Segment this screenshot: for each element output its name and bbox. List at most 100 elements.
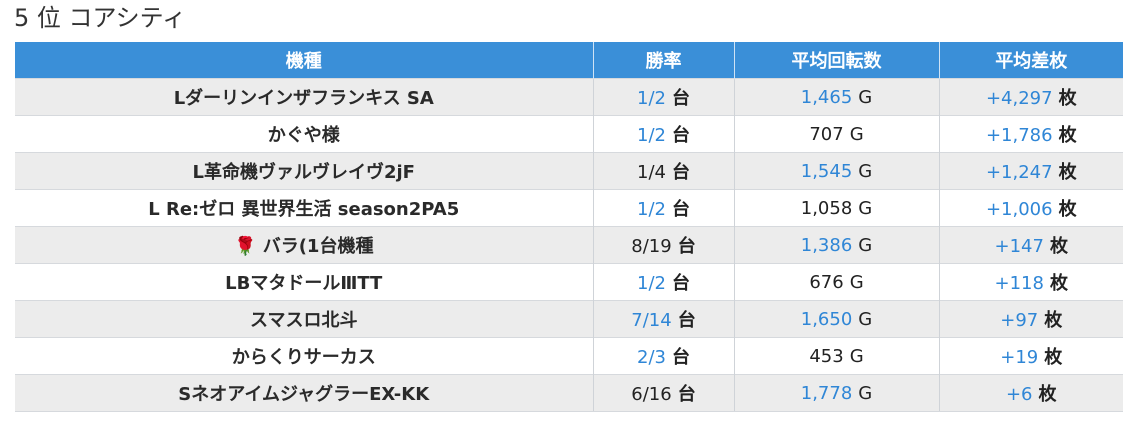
table-row: L革命機ヴァルヴレイヴ2jF 1/4 台 1,545 G +1,247 枚 [15,152,1123,190]
avg-diff-link[interactable]: +147 [994,236,1044,257]
machine-name: かぐや様 [15,115,594,153]
unit-label: G [858,308,873,330]
win-rate-value: 6/16 [631,384,672,405]
machine-name: 🌹 バラ(1台機種 [15,226,594,264]
avg-diff-link[interactable]: +1,786 [985,125,1053,146]
machine-name: LBマタドールⅢTT [15,263,594,301]
table-body: Lダーリンインザフランキス SA 1/2 台 1,465 G +4,297 枚かぐや様 1/2… [15,78,1123,412]
unit-label: 枚 [1038,384,1057,405]
unit-label: G [849,345,864,367]
unit-label: 枚 [1044,347,1063,368]
win-rate-cell: 2/3 台 [593,337,735,375]
page-title: 5 位 コアシティ [14,4,187,32]
ranking-table: 機種 勝率 平均回転数 平均差枚 Lダーリンインザフランキス SA 1/2 台 1,4… [15,42,1123,412]
avg-spins-link[interactable]: 1,386 [800,234,853,256]
avg-diff-cell: +1,247 枚 [939,152,1123,190]
win-rate-cell: 1/2 台 [593,115,735,153]
unit-label: 枚 [1058,199,1077,220]
column-header-win-rate: 勝率 [593,42,735,79]
avg-diff-cell: +4,297 枚 [939,78,1123,116]
avg-diff-cell: +97 枚 [939,300,1123,338]
avg-spins-value: 1,058 [800,197,853,219]
avg-diff-link[interactable]: +19 [1000,347,1039,368]
win-rate-cell: 1/2 台 [593,78,735,116]
win-rate-link[interactable]: 1/2 [637,88,666,109]
avg-diff-link[interactable]: +118 [994,273,1044,294]
machine-name: からくりサーカス [15,337,594,375]
avg-spins-link[interactable]: 1,545 [800,160,853,182]
unit-label: 枚 [1058,88,1077,109]
win-rate-link[interactable]: 1/2 [637,199,666,220]
avg-diff-link[interactable]: +6 [1005,384,1033,405]
avg-spins-cell: 707 G [734,115,940,153]
win-rate-value: 1/4 [637,162,666,183]
avg-spins-cell: 1,386 G [734,226,940,264]
win-rate-link[interactable]: 1/2 [637,125,666,146]
unit-label: 台 [677,384,696,405]
avg-spins-link[interactable]: 1,650 [800,308,853,330]
table-header-row: 機種 勝率 平均回転数 平均差枚 [15,42,1123,79]
machine-name: スマスロ北斗 [15,300,594,338]
machine-name: SネオアイムジャグラーEX-KK [15,374,594,412]
unit-label: 枚 [1044,310,1063,331]
table-row: SネオアイムジャグラーEX-KK 6/16 台 1,778 G +6 枚 [15,374,1123,412]
table-row: L Re:ゼロ 異世界生活 season2PA5 1/2 台 1,058 G +1,006… [15,189,1123,227]
unit-label: G [849,271,864,293]
avg-spins-value: 707 [809,123,844,145]
unit-label: 台 [677,310,696,331]
unit-label: G [858,234,873,256]
unit-label: 台 [671,88,690,109]
column-header-avg-spins: 平均回転数 [734,42,940,79]
unit-label: G [858,160,873,182]
avg-spins-cell: 1,778 G [734,374,940,412]
win-rate-value: 8/19 [631,236,672,257]
column-header-avg-diff: 平均差枚 [939,42,1123,79]
avg-spins-cell: 1,465 G [734,78,940,116]
win-rate-cell: 7/14 台 [593,300,735,338]
unit-label: 台 [671,273,690,294]
avg-diff-cell: +6 枚 [939,374,1123,412]
unit-label: 枚 [1058,125,1077,146]
avg-diff-link[interactable]: +97 [1000,310,1039,331]
unit-label: 枚 [1049,236,1068,257]
avg-spins-cell: 676 G [734,263,940,301]
unit-label: 台 [671,125,690,146]
table-row: 🌹 バラ(1台機種 8/19 台 1,386 G +147 枚 [15,226,1123,264]
win-rate-link[interactable]: 1/2 [637,273,666,294]
avg-spins-value: 676 [809,271,844,293]
win-rate-cell: 1/4 台 [593,152,735,190]
win-rate-cell: 1/2 台 [593,263,735,301]
table-row: かぐや様 1/2 台 707 G +1,786 枚 [15,115,1123,153]
machine-name: L Re:ゼロ 異世界生活 season2PA5 [15,189,594,227]
table-row: LBマタドールⅢTT 1/2 台 676 G +118 枚 [15,263,1123,301]
avg-diff-link[interactable]: +4,297 [985,88,1053,109]
avg-spins-cell: 1,058 G [734,189,940,227]
table-row: からくりサーカス 2/3 台 453 G +19 枚 [15,337,1123,375]
avg-diff-cell: +118 枚 [939,263,1123,301]
avg-diff-cell: +1,786 枚 [939,115,1123,153]
unit-label: G [849,123,864,145]
unit-label: 台 [671,199,690,220]
win-rate-link[interactable]: 7/14 [631,310,672,331]
unit-label: 枚 [1049,273,1068,294]
unit-label: 台 [677,236,696,257]
avg-spins-link[interactable]: 1,778 [800,382,853,404]
column-header-model: 機種 [15,42,594,79]
avg-spins-cell: 1,650 G [734,300,940,338]
win-rate-link[interactable]: 2/3 [637,347,666,368]
avg-spins-cell: 1,545 G [734,152,940,190]
avg-spins-cell: 453 G [734,337,940,375]
win-rate-cell: 6/16 台 [593,374,735,412]
avg-diff-cell: +19 枚 [939,337,1123,375]
win-rate-cell: 8/19 台 [593,226,735,264]
table-row: Lダーリンインザフランキス SA 1/2 台 1,465 G +4,297 枚 [15,78,1123,116]
avg-diff-link[interactable]: +1,006 [985,199,1053,220]
avg-diff-link[interactable]: +1,247 [985,162,1053,183]
avg-spins-value: 453 [809,345,844,367]
machine-name: Lダーリンインザフランキス SA [15,78,594,116]
avg-spins-link[interactable]: 1,465 [800,86,853,108]
unit-label: 台 [671,347,690,368]
avg-diff-cell: +1,006 枚 [939,189,1123,227]
avg-diff-cell: +147 枚 [939,226,1123,264]
unit-label: G [858,86,873,108]
